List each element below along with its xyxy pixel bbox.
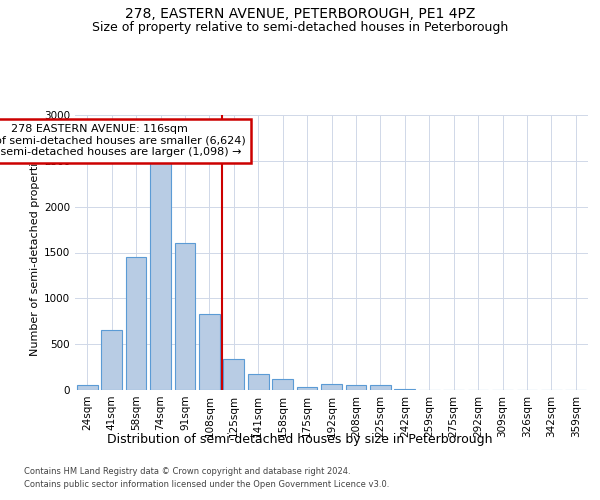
Bar <box>394 389 415 390</box>
Bar <box>125 257 146 390</box>
Bar <box>150 161 171 390</box>
Y-axis label: Number of semi-detached properties: Number of semi-detached properties <box>30 150 40 356</box>
Bar <box>101 330 122 390</box>
Bar <box>77 386 98 390</box>
Bar <box>272 379 293 390</box>
Text: Contains public sector information licensed under the Open Government Licence v3: Contains public sector information licen… <box>24 480 389 489</box>
Text: 278, EASTERN AVENUE, PETERBOROUGH, PE1 4PZ: 278, EASTERN AVENUE, PETERBOROUGH, PE1 4… <box>125 8 475 22</box>
Bar <box>223 359 244 390</box>
Bar <box>296 387 317 390</box>
Text: Size of property relative to semi-detached houses in Peterborough: Size of property relative to semi-detach… <box>92 22 508 35</box>
Text: 278 EASTERN AVENUE: 116sqm
← 85% of semi-detached houses are smaller (6,624)
14%: 278 EASTERN AVENUE: 116sqm ← 85% of semi… <box>0 124 245 158</box>
Bar <box>175 244 196 390</box>
Text: Distribution of semi-detached houses by size in Peterborough: Distribution of semi-detached houses by … <box>107 432 493 446</box>
Bar <box>248 374 269 390</box>
Bar <box>321 384 342 390</box>
Bar <box>370 386 391 390</box>
Text: Contains HM Land Registry data © Crown copyright and database right 2024.: Contains HM Land Registry data © Crown c… <box>24 468 350 476</box>
Bar <box>199 314 220 390</box>
Bar <box>346 386 367 390</box>
